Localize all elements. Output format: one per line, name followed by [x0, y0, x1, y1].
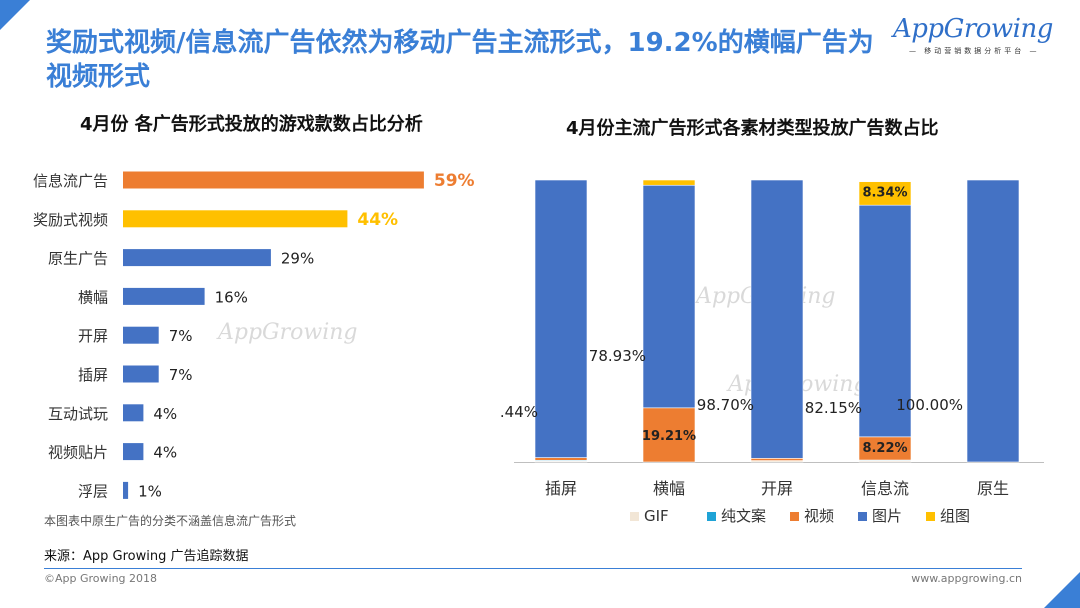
data-source: 来源：App Growing 广告追踪数据: [44, 549, 249, 564]
x-tick-label: 原生: [977, 479, 1009, 498]
bar: [123, 404, 144, 422]
bar-value-label: 7%: [169, 366, 193, 384]
legend-label: GIF: [644, 507, 669, 525]
data-label: 19.21%: [642, 429, 696, 444]
bar: [123, 287, 205, 305]
stacked-bar-segment: [858, 181, 912, 206]
legend-swatch: [926, 512, 935, 521]
bar-value-label: 44%: [357, 210, 398, 230]
footer-divider: [44, 568, 1022, 569]
data-label: 78.93%: [589, 347, 646, 365]
top-left-corner-decoration: [0, 0, 30, 30]
stacked-bar-segment: [858, 204, 912, 438]
logo-tagline: — 移动营销数据分析平台 —: [909, 47, 1040, 55]
bar-category-label: 开屏: [78, 327, 108, 345]
legend-swatch: [707, 512, 716, 521]
bar: [123, 481, 129, 499]
bar: [123, 171, 424, 189]
brand-logo: AppGrowing — 移动营销数据分析平台 —: [893, 14, 1053, 70]
stacked-bar-segment: [642, 179, 696, 186]
bar: [123, 210, 348, 228]
legend-label: 视频: [804, 507, 834, 525]
data-label: 82.15%: [805, 399, 862, 417]
bar-value-label: 59%: [434, 171, 475, 191]
data-label: 98.70%: [697, 396, 754, 414]
stacked-bar-segment: [642, 407, 696, 463]
bar: [123, 326, 159, 344]
bar-category-label: 互动试玩: [48, 405, 108, 423]
bar-value-label: 4%: [153, 444, 177, 462]
bar-value-label: 1%: [138, 482, 162, 500]
x-tick-label: 横幅: [653, 479, 685, 498]
data-label: 8.22%: [862, 441, 907, 456]
chart-footnote: 本图表中原生广告的分类不涵盖信息流广告形式: [44, 514, 297, 528]
bar-value-label: 7%: [169, 327, 193, 345]
stacked-bar-segment: [966, 179, 1020, 463]
left-chart-title: 4月份 各广告形式投放的游戏款数占比分析: [80, 114, 423, 135]
bar-category-label: 信息流广告: [33, 172, 108, 190]
x-tick-label: 开屏: [761, 479, 793, 498]
data-label: 100.00%: [896, 396, 963, 414]
page-title: 奖励式视频/信息流广告依然为移动广告主流形式，19.2%的横幅广告为视频形式: [46, 28, 874, 92]
bar-value-label: 16%: [215, 288, 248, 306]
bar-category-label: 横幅: [78, 288, 108, 306]
x-tick-label: 信息流: [861, 479, 909, 498]
legend-label: 纯文案: [721, 507, 766, 525]
data-label: 98.44%: [500, 403, 538, 421]
bar-category-label: 视频贴片: [48, 444, 108, 462]
stacked-bar-segment: [750, 179, 804, 459]
bar-value-label: 29%: [281, 250, 314, 268]
bar: [123, 365, 159, 383]
bar-category-label: 奖励式视频: [33, 211, 108, 229]
bar: [123, 443, 144, 461]
x-tick-label: 插屏: [545, 479, 577, 498]
bar: [123, 249, 271, 267]
right-chart-title: 4月份主流广告形式各素材类型投放广告数占比: [566, 118, 939, 139]
logo-wordmark: AppGrowing: [893, 14, 1053, 44]
copyright: ©App Growing 2018: [44, 572, 158, 585]
legend-swatch: [630, 512, 639, 521]
bar-value-label: 4%: [153, 405, 177, 423]
site-url: www.appgrowing.cn: [911, 572, 1022, 585]
stacked-bar-segment: [534, 457, 588, 461]
bottom-right-corner-decoration: [1044, 572, 1080, 608]
stacked-bar-segment: [642, 184, 696, 409]
bar-category-label: 原生广告: [48, 250, 108, 268]
stacked-bar-segment: [750, 458, 804, 461]
horizontal-bar-chart: 信息流广告 59% 奖励式视频 44% 原生广告 29% 横幅 16% 开屏 7% 插屏 7% 互动试玩…: [33, 171, 475, 500]
legend-swatch: [790, 512, 799, 521]
stacked-bar-chart: 插屏 横幅 开屏 信息流 原生 98.44% 78.93% 98.70% 82.15% 100.0…: [500, 179, 1044, 525]
legend-swatch: [858, 512, 867, 521]
legend-label: 图片: [872, 507, 902, 525]
data-label: 8.34%: [862, 186, 907, 201]
stacked-bar-segment: [534, 179, 588, 458]
bar-category-label: 插屏: [78, 366, 108, 384]
bar-category-label: 浮层: [78, 482, 108, 500]
legend-label: 组图: [940, 507, 970, 525]
